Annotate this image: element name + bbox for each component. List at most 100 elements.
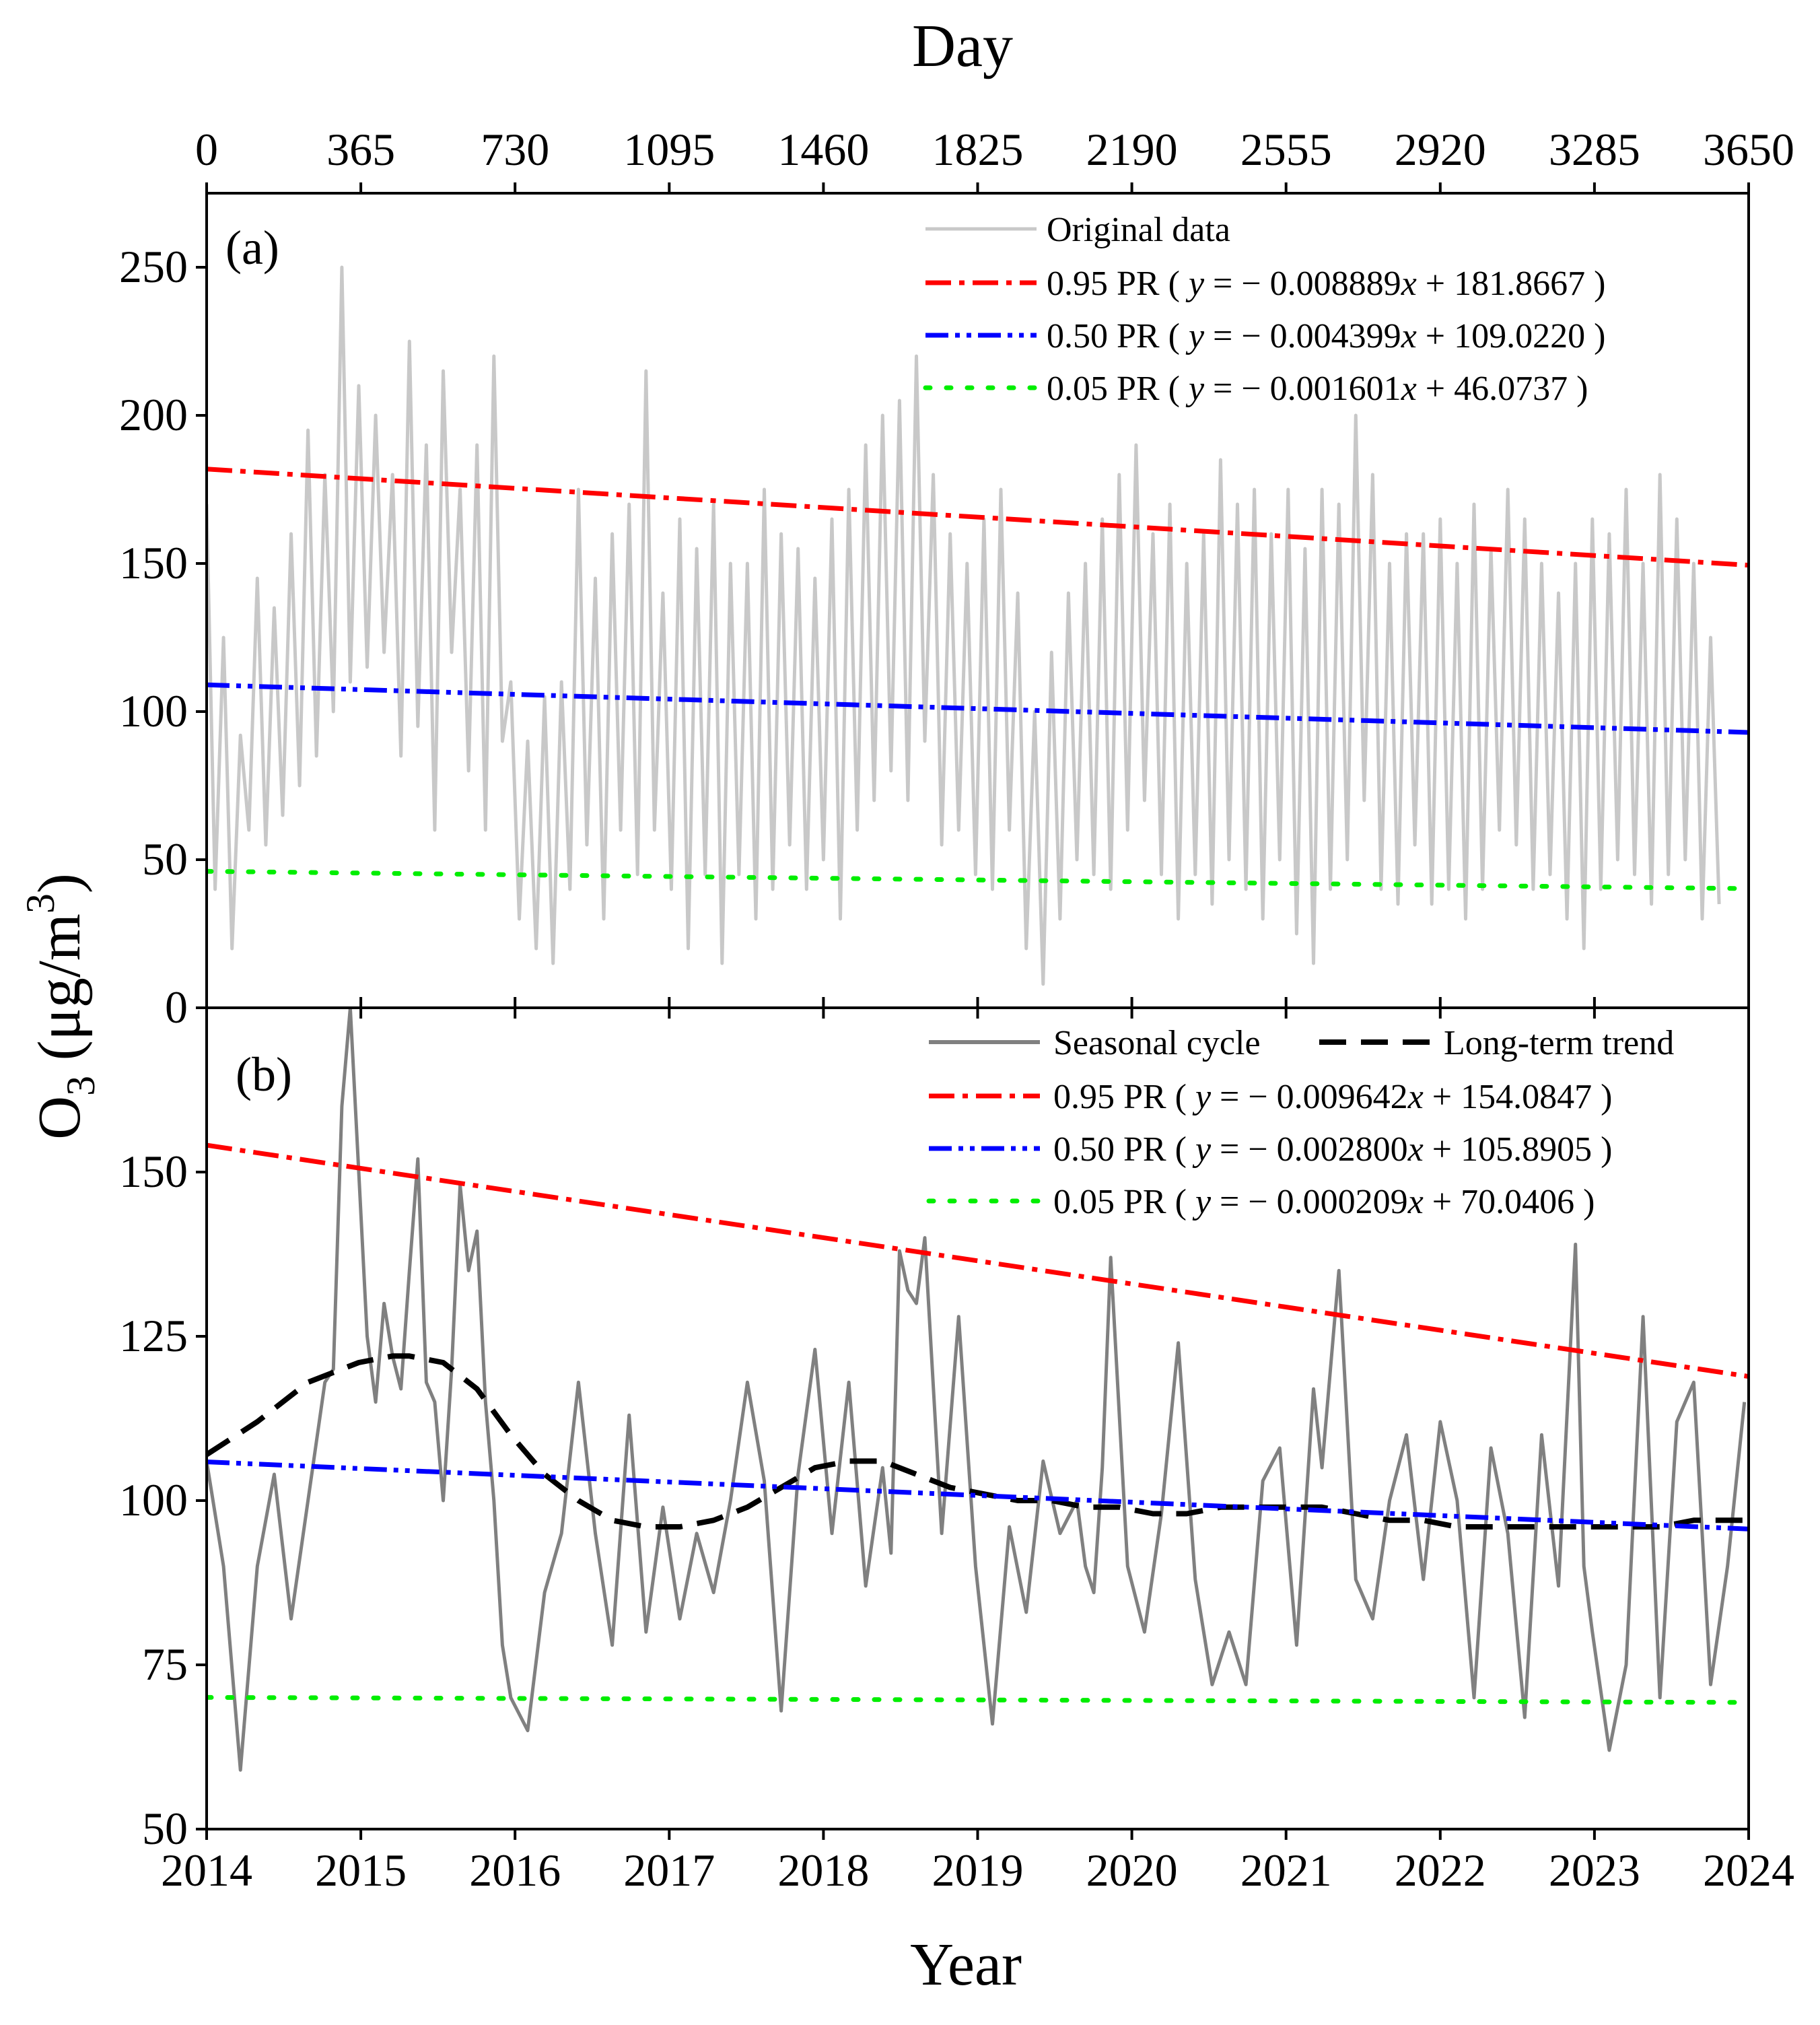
legend-b-p05-label: 0.05 PR ( y = − 0.000209x + 70.0406 ) [1053, 1183, 1595, 1221]
top-axis-title: Day [912, 13, 1013, 79]
legend-b-p05-x: x [1407, 1183, 1424, 1221]
legend-b-p50-eq-tail: + 105.8905 ) [1424, 1130, 1613, 1169]
legend-b-p05-eq-tail: + 70.0406 ) [1424, 1183, 1595, 1221]
legend-b-p05-eq-mid: = − 0.000209 [1211, 1183, 1408, 1221]
legend-b-p95-name: 0.95 PR [1053, 1078, 1166, 1116]
xtick-year-label-2024: 2024 [1703, 1845, 1794, 1896]
xtick-day-label-0: 0 [195, 124, 218, 175]
xtick-year-label-2016: 2016 [469, 1845, 561, 1896]
legend-b-p50-name: 0.50 PR [1053, 1130, 1166, 1169]
panel-1-ytick-label-50: 50 [142, 1803, 188, 1854]
legend-a-p95-paren: ( [1160, 265, 1189, 303]
panel-0-series-original-data-line [207, 265, 1721, 986]
panel-b-label: (b) [236, 1048, 292, 1101]
panel-0-ytick-label-150: 150 [119, 537, 188, 588]
xtick-day-label-2555: 2555 [1240, 124, 1332, 175]
legend-b-p95-paren: ( [1166, 1078, 1195, 1116]
legend-b-p95-eq-tail: + 154.0847 ) [1424, 1078, 1613, 1116]
legend-a-p05-eq-tail: + 46.0737 ) [1417, 370, 1588, 408]
panel-1-ytick-label-150: 150 [119, 1146, 188, 1197]
xtick-year-label-2015: 2015 [315, 1845, 407, 1896]
panel-1-series-seasonal-cycle-line [207, 1008, 1747, 1772]
legend-b-p95-x: x [1407, 1078, 1424, 1116]
panel-1-ytick-label-75: 75 [142, 1639, 188, 1690]
y-axis-title: O3 (μg/m3) [18, 873, 103, 1140]
y-axis-title-sub: 3 [59, 1076, 103, 1096]
legend-b-p05-y: y [1192, 1183, 1212, 1221]
legend-a-p95-eq-tail: + 181.8667 ) [1417, 265, 1606, 303]
panel-0-series-0-05-pr-line [207, 868, 1749, 891]
panel-1-ytick-label-100: 100 [119, 1474, 188, 1525]
legend-a-p95-y: y [1185, 265, 1205, 303]
legend-a-p05-y: y [1185, 370, 1205, 408]
xtick-year-label-2020: 2020 [1086, 1845, 1178, 1896]
panel-0-ytick-label-50: 50 [142, 833, 188, 885]
legend-b-p50-eq-mid: = − 0.002800 [1211, 1130, 1408, 1169]
legend-a-p95-x: x [1401, 265, 1417, 303]
panel-0-ytick-label-100: 100 [119, 685, 188, 736]
legend-a-p05-name: 0.05 PR [1047, 370, 1160, 408]
xtick-year-label-2018: 2018 [777, 1845, 869, 1896]
panel-0-ytick-label-250: 250 [119, 241, 188, 292]
xtick-year-label-2014: 2014 [161, 1845, 252, 1896]
panel-1-ytick-label-125: 125 [119, 1310, 188, 1361]
xtick-day-label-2920: 2920 [1395, 124, 1486, 175]
xtick-day-label-1825: 1825 [932, 124, 1024, 175]
panel-0-ytick-label-200: 200 [119, 389, 188, 440]
legend-a-p50-x: x [1401, 317, 1417, 355]
legend-a: Original data 0.95 PR ( y = − 0.008889x … [923, 211, 1605, 408]
bottom-axis-title: Year [910, 1931, 1022, 1998]
legend-a-p50-paren: ( [1160, 317, 1189, 355]
legend-a-p95-label: 0.95 PR ( y = − 0.008889x + 181.8667 ) [1047, 265, 1605, 303]
legend-a-p05-paren: ( [1160, 370, 1189, 408]
legend-a-p05-eq-mid: = − 0.001601 [1204, 370, 1401, 408]
y-axis-title-mid: (μg/m [26, 914, 93, 1076]
xtick-day-label-730: 730 [481, 124, 549, 175]
xtick-day-label-3650: 3650 [1703, 124, 1794, 175]
xtick-year-label-2022: 2022 [1395, 1845, 1486, 1896]
panel-a-label: (a) [225, 221, 279, 275]
y-axis-title-sup: 3 [18, 893, 63, 914]
panel-1-series-0-05-pr-line [207, 1694, 1749, 1705]
xtick-day-label-1460: 1460 [777, 124, 869, 175]
y-axis-title-end: ) [26, 873, 93, 893]
legend-b-p95-eq-mid: = − 0.009642 [1211, 1078, 1408, 1116]
legend-a-p95-name: 0.95 PR [1047, 265, 1160, 303]
legend-a-p05-x: x [1401, 370, 1417, 408]
y-axis-title-base: O [26, 1096, 93, 1140]
legend-b-p50-paren: ( [1166, 1130, 1195, 1169]
legend-a-p95-eq-mid: = − 0.008889 [1204, 265, 1401, 303]
legend-b-seasonal-label: Seasonal cycle [1053, 1024, 1261, 1062]
legend-b-p50-y: y [1192, 1130, 1212, 1169]
xtick-year-label-2021: 2021 [1240, 1845, 1332, 1896]
legend-b-p05-name: 0.05 PR [1053, 1183, 1166, 1221]
legend-b-p95-y: y [1192, 1078, 1212, 1116]
legend-b-p05-paren: ( [1166, 1183, 1195, 1221]
xtick-year-label-2017: 2017 [623, 1845, 715, 1896]
panel-0-ytick-label-0: 0 [165, 982, 188, 1033]
legend-b-p50-label: 0.50 PR ( y = − 0.002800x + 105.8905 ) [1053, 1130, 1612, 1169]
xtick-day-label-3285: 3285 [1549, 124, 1640, 175]
legend-b: Seasonal cycle Long-term trend 0.95 PR (… [926, 1024, 1674, 1221]
panel-1-series-long-term-trend-line [207, 1353, 1745, 1530]
xtick-day-label-365: 365 [326, 124, 395, 175]
legend-a-p50-label: 0.50 PR ( y = − 0.004399x + 109.0220 ) [1047, 317, 1605, 355]
legend-b-trend-label: Long-term trend [1444, 1024, 1674, 1062]
xtick-day-label-1095: 1095 [623, 124, 715, 175]
panel-0-series-0-95-pr-line [207, 467, 1749, 568]
panel-0-plot [207, 265, 1749, 986]
legend-b-p95-label: 0.95 PR ( y = − 0.009642x + 154.0847 ) [1053, 1078, 1612, 1116]
xtick-day-label-2190: 2190 [1086, 124, 1178, 175]
legend-a-p50-y: y [1185, 317, 1205, 355]
legend-a-p50-name: 0.50 PR [1047, 317, 1160, 355]
panel-1-plot [207, 1008, 1749, 1772]
legend-a-p50-eq-mid: = − 0.004399 [1204, 317, 1401, 355]
legend-a-p05-label: 0.05 PR ( y = − 0.001601x + 46.0737 ) [1047, 370, 1588, 408]
legend-a-original-label: Original data [1047, 211, 1230, 249]
panel-1-series-0-95-pr-line [207, 1142, 1749, 1379]
xtick-year-label-2023: 2023 [1549, 1845, 1640, 1896]
xtick-year-label-2019: 2019 [932, 1845, 1024, 1896]
legend-b-p50-x: x [1407, 1130, 1424, 1169]
legend-a-p50-eq-tail: + 109.0220 ) [1417, 317, 1606, 355]
